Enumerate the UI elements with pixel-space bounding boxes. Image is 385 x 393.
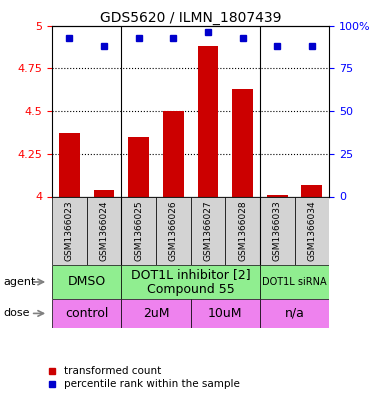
Bar	[301, 185, 322, 196]
Text: GSM1366024: GSM1366024	[99, 201, 109, 261]
Bar	[267, 195, 288, 196]
Bar	[191, 196, 225, 265]
Text: percentile rank within the sample: percentile rank within the sample	[64, 379, 239, 389]
Bar	[87, 196, 121, 265]
Text: n/a: n/a	[285, 307, 305, 320]
Bar	[52, 299, 121, 328]
Bar	[121, 299, 191, 328]
Title: GDS5620 / ILMN_1807439: GDS5620 / ILMN_1807439	[100, 11, 281, 24]
Bar	[163, 111, 184, 196]
Text: GSM1366027: GSM1366027	[203, 200, 213, 261]
Text: transformed count: transformed count	[64, 366, 161, 376]
Text: 2uM: 2uM	[143, 307, 169, 320]
Text: DOT1L siRNA: DOT1L siRNA	[262, 277, 327, 287]
Bar	[121, 265, 260, 299]
Text: control: control	[65, 307, 108, 320]
Text: GSM1366025: GSM1366025	[134, 200, 143, 261]
Text: DOT1L inhibitor [2]
Compound 55: DOT1L inhibitor [2] Compound 55	[131, 268, 250, 296]
Text: GSM1366034: GSM1366034	[307, 200, 316, 261]
Text: GSM1366023: GSM1366023	[65, 200, 74, 261]
Bar	[295, 196, 329, 265]
Bar	[156, 196, 191, 265]
Bar	[52, 196, 87, 265]
Text: 10uM: 10uM	[208, 307, 243, 320]
Bar	[94, 190, 114, 196]
Bar	[225, 196, 260, 265]
Bar	[260, 265, 329, 299]
Text: GSM1366033: GSM1366033	[273, 200, 282, 261]
Text: agent: agent	[4, 277, 36, 287]
Bar	[260, 299, 329, 328]
Bar	[121, 196, 156, 265]
Bar	[128, 137, 149, 196]
Bar	[198, 46, 218, 196]
Bar	[52, 265, 121, 299]
Text: dose: dose	[4, 309, 30, 318]
Text: GSM1366028: GSM1366028	[238, 200, 247, 261]
Text: GSM1366026: GSM1366026	[169, 200, 178, 261]
Bar	[191, 299, 260, 328]
Bar	[232, 89, 253, 196]
Bar	[260, 196, 295, 265]
Text: DMSO: DMSO	[67, 275, 106, 288]
Bar	[59, 133, 80, 196]
